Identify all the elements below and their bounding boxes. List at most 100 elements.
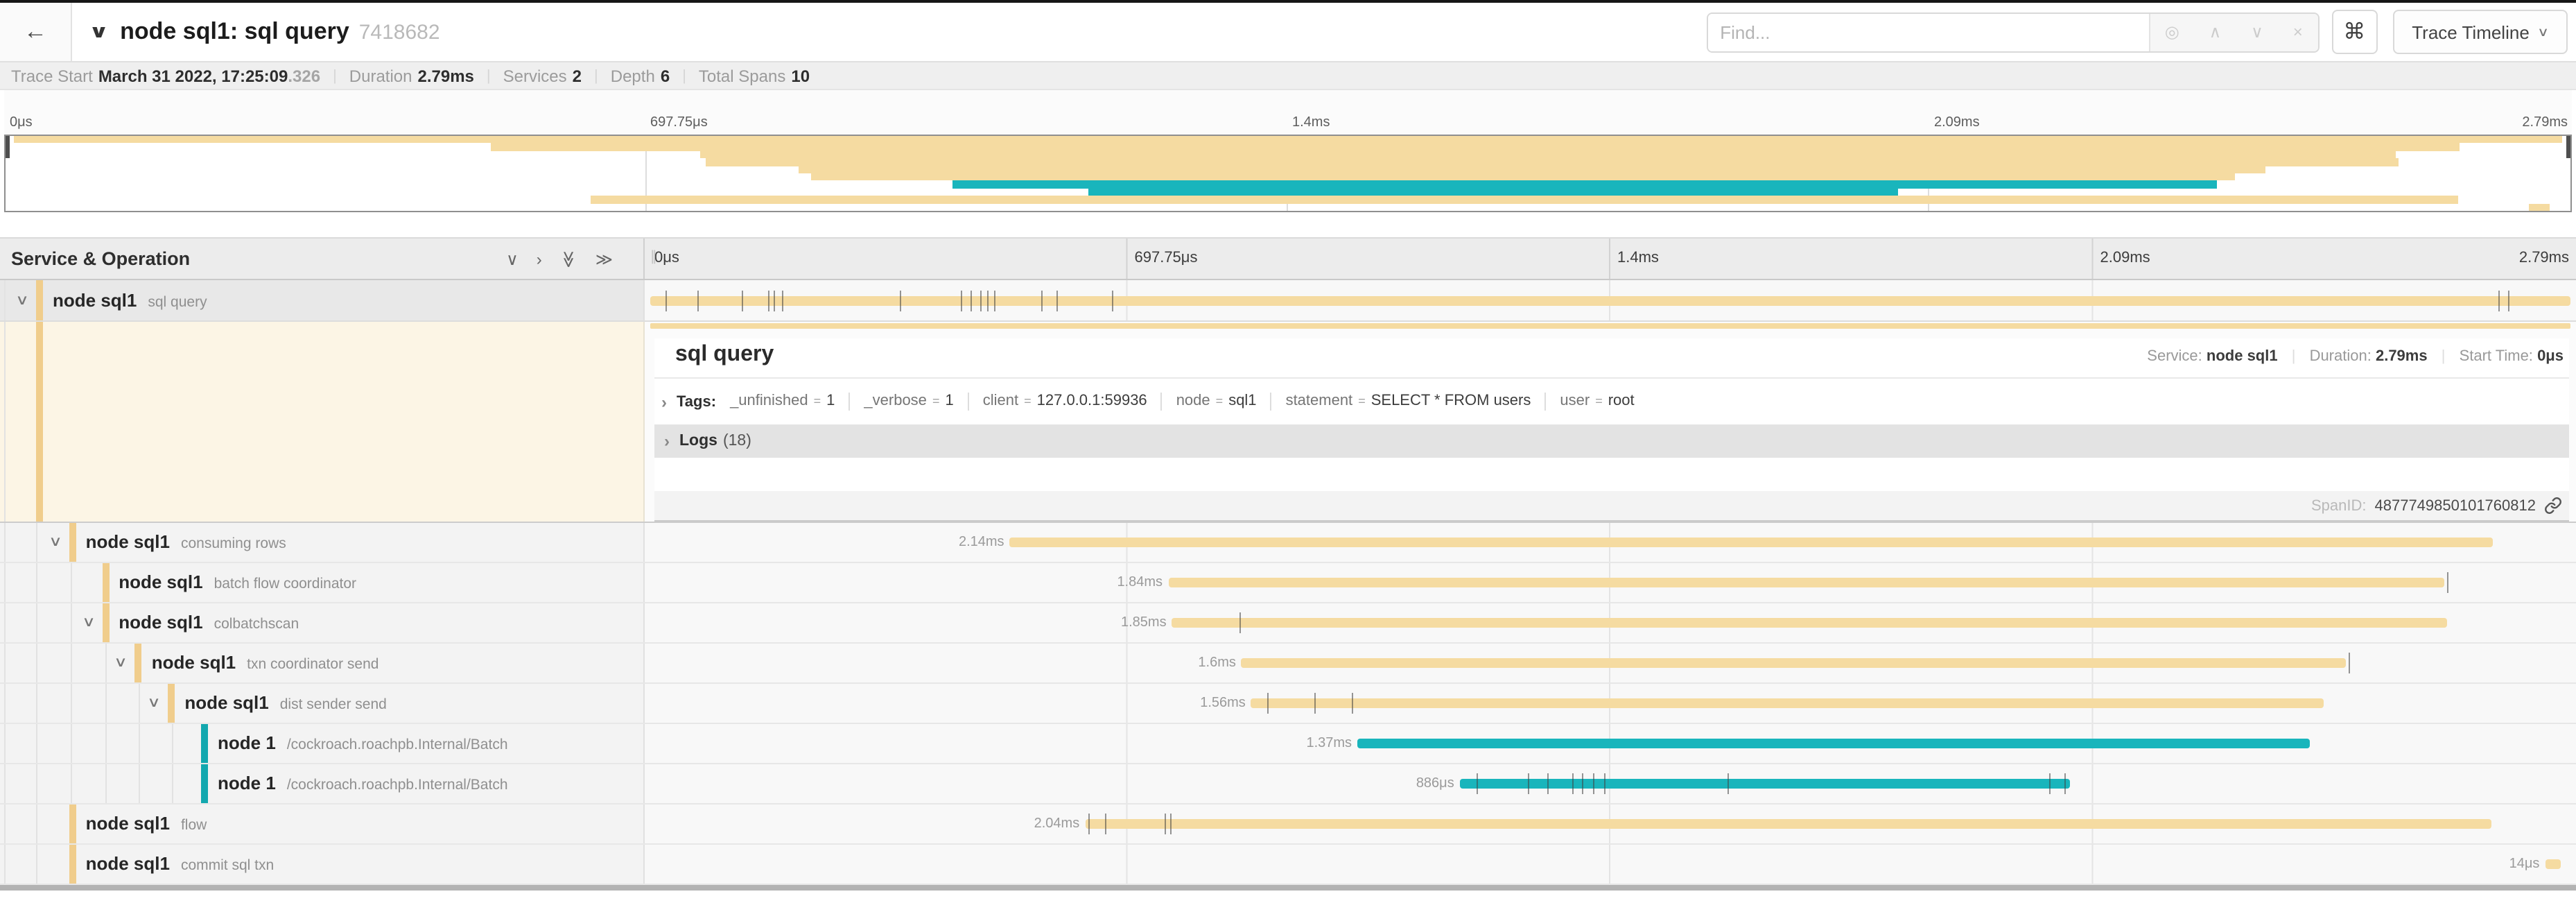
span-timeline-cell[interactable] [645,280,2576,320]
timeline-tick-1: 697.75μs [1134,250,1198,266]
indent-guide [71,644,72,682]
deep-link-icon[interactable] [2544,497,2562,515]
span-name-labels: node 1/cockroach.roachpb.Internal/Batch [218,771,508,796]
trace-id: 7418682 [358,21,440,44]
log-tick [1314,693,1316,714]
expand-chevron-icon[interactable]: ∨ [15,293,29,308]
service-color-strip [36,322,43,522]
span-name-labels: node sql1 consuming rows [86,530,286,555]
clear-search-icon[interactable]: × [2292,22,2303,42]
span-name-cell[interactable]: ∨ node sql1 sql query [0,280,645,320]
span-bar[interactable] [1009,538,2494,547]
horizontal-scrollbar[interactable] [0,885,2576,891]
span-name-cell[interactable]: node sql1 flow [0,805,645,843]
span-bar[interactable] [1241,658,2347,668]
tag-key: _verbose [864,393,927,410]
expand-one-icon[interactable]: › [536,249,542,268]
span-name-cell[interactable]: node sql1 commit sql txn [0,845,645,884]
equals-sign: = [1215,394,1224,409]
tag-value: root [1608,393,1635,410]
operation-name: sql query [148,293,207,310]
span-detail-card: sql query Service: node sql1 | Duration:… [654,338,2569,522]
expand-chevron-icon[interactable]: ∨ [48,535,62,550]
span-name-cell[interactable]: node 1/cockroach.roachpb.Internal/Batch [0,764,645,803]
service-color-strip [201,764,208,803]
span-bar[interactable] [1459,779,2071,789]
prev-result-icon[interactable]: ∧ [2209,22,2222,42]
span-bar[interactable] [1168,578,2445,587]
collapse-one-icon[interactable]: ∨ [506,249,519,268]
expand-chevron-icon[interactable]: ∨ [114,655,128,671]
span-timeline-cell[interactable]: 1.6ms [645,644,2576,682]
command-icon: ⌘ [2343,21,2366,44]
span-timeline-cell[interactable]: 1.84ms [645,563,2576,602]
tag-item: _unfinished = 1 [730,393,835,410]
find-input[interactable] [1707,13,2149,51]
log-tick [1267,693,1269,714]
detail-card-header: sql query Service: node sql1 | Duration:… [654,338,2569,368]
minimap-left-scrubber[interactable] [6,136,10,158]
indent-guide [36,764,37,803]
log-tick [1169,814,1172,834]
trace-name: node sql1: sql query [120,18,349,44]
ruler-tick-4: 2.79ms [2522,115,2568,130]
collapse-all-icon[interactable]: ≫ [559,250,579,268]
span-timeline-cell[interactable]: 1.85ms [645,603,2576,642]
log-tick [899,290,901,311]
span-bar[interactable] [1085,819,2491,829]
service-color-strip [36,280,43,320]
span-name-cell[interactable]: node sql1 batch flow coordinator [0,563,645,602]
log-tick [986,290,989,311]
detail-duration-value: 2.79ms [2375,348,2428,365]
trace-view-selector[interactable]: Trace Timeline ∨ [2392,10,2568,54]
span-duration-label: 886μs [1416,776,1454,791]
span-timeline-cell[interactable]: 886μs [645,764,2576,803]
tag-separator [1160,393,1163,411]
log-tick [1351,693,1353,714]
tags-label: Tags: [677,393,717,410]
log-tick [961,290,963,311]
span-name-cell[interactable]: node 1/cockroach.roachpb.Internal/Batch [0,724,645,763]
logs-accordion[interactable]: › Logs (18) [654,424,2569,458]
span-timeline-cell[interactable]: 1.37ms [645,724,2576,763]
span-row: node sql1 batch flow coordinator 1.84ms [0,563,2576,603]
collapse-trace-chevron-icon[interactable]: ∨ [88,21,110,42]
span-duration-label: 1.56ms [1200,696,1246,711]
locate-icon[interactable]: ◎ [2164,22,2179,42]
back-button[interactable]: ← [0,3,72,61]
span-name-cell[interactable]: ∨ node sql1 consuming rows [0,523,645,562]
chevron-down-icon: ∨ [2537,24,2550,38]
span-name-cell[interactable]: ∨ node sql1 txn coordinator send [0,644,645,682]
span-name-cell[interactable]: ∨ node sql1 colbatchscan [0,603,645,642]
indent-guide [36,644,37,682]
column-resizer-grip[interactable]: ∥ [650,250,657,265]
span-name-labels: node sql1 flow [86,811,207,836]
span-timeline-cell[interactable]: 2.14ms [645,523,2576,562]
spanid-row: SpanID: 4877749850101760812 [654,491,2569,522]
span-name-cell[interactable]: ∨ node sql1 dist sender send [0,684,645,723]
tag-key: user [1560,393,1590,410]
span-timeline-cell[interactable]: 2.04ms [645,805,2576,843]
span-bar[interactable] [1251,698,2323,708]
equals-sign: = [1595,394,1603,409]
log-tick [1239,612,1242,633]
equals-sign: = [1358,394,1366,409]
trace-minimap[interactable] [4,135,2572,212]
expand-chevron-icon[interactable]: ∨ [147,696,162,711]
next-result-icon[interactable]: ∨ [2251,22,2263,42]
expand-all-icon[interactable]: ≫ [595,249,613,268]
span-timeline-cell[interactable]: 14μs [645,845,2576,884]
tags-accordion[interactable]: › Tags: _unfinished = 1 _verbose = 1 client = 12… [654,384,2569,419]
back-arrow-icon: ← [24,18,47,44]
span-bar[interactable] [1357,739,2310,748]
ruler-tick-3: 2.09ms [1934,115,1980,130]
span-bar[interactable] [650,295,2570,305]
span-bar[interactable] [1172,618,2447,628]
span-timeline-cell[interactable]: 1.56ms [645,684,2576,723]
log-tick [768,290,770,311]
minimap-right-scrubber[interactable] [2566,136,2570,158]
keyboard-shortcuts-button[interactable]: ⌘ [2331,10,2378,54]
span-name-labels: node sql1 commit sql txn [86,852,275,877]
span-bar[interactable] [2545,859,2561,869]
expand-chevron-icon[interactable]: ∨ [81,615,96,630]
